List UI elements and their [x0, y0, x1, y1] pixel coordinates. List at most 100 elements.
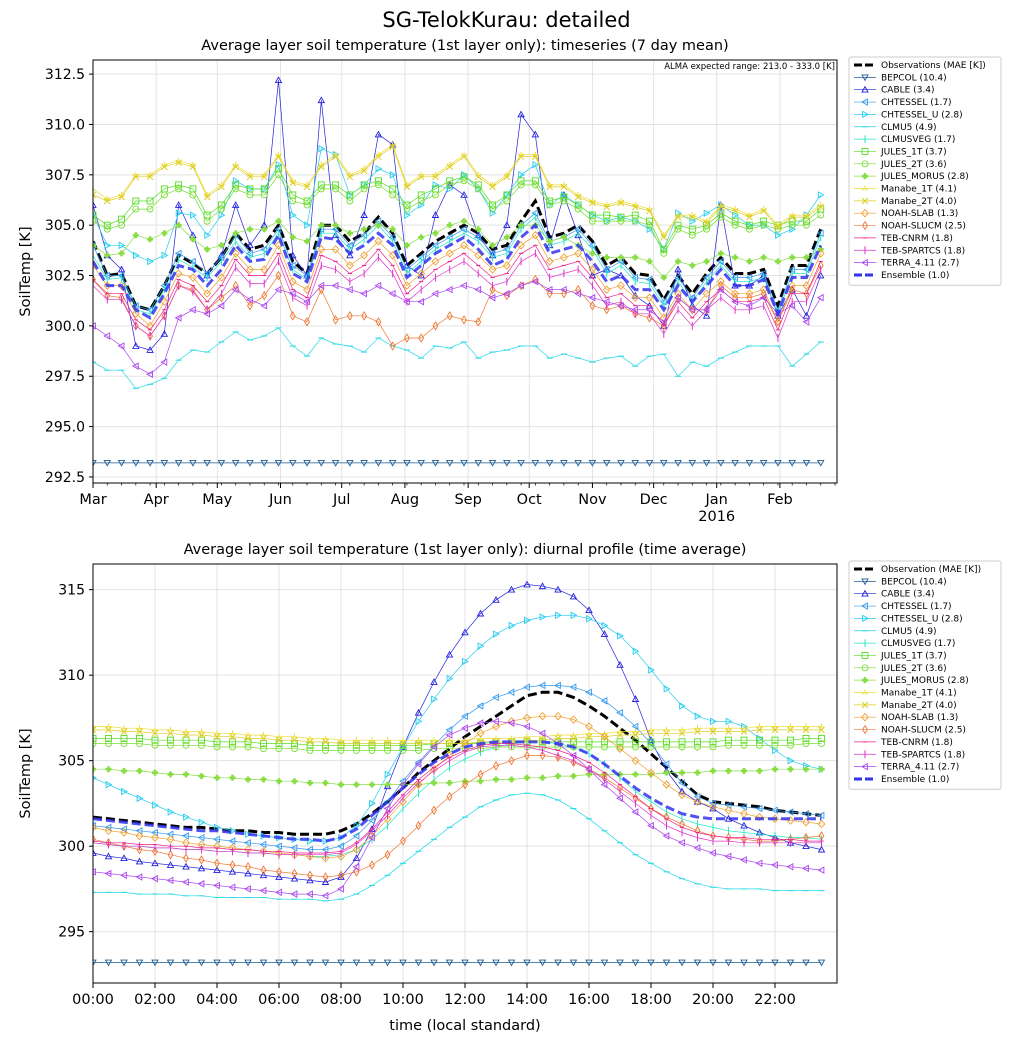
series-line	[93, 743, 822, 854]
data-point	[679, 769, 685, 776]
series-line	[93, 222, 823, 320]
data-point	[132, 173, 140, 181]
data-point	[321, 959, 330, 967]
data-point	[631, 722, 639, 731]
data-point	[231, 285, 239, 294]
data-point	[731, 221, 739, 229]
data-point	[788, 281, 797, 290]
data-point	[662, 832, 670, 840]
data-point	[585, 765, 592, 773]
data-point	[787, 726, 794, 734]
data-point	[688, 213, 696, 221]
data-point	[93, 322, 96, 330]
legend-label: TEB-SPARTCS (1.8)	[880, 750, 965, 760]
data-point	[632, 647, 640, 655]
data-point	[493, 630, 500, 638]
data-point	[503, 191, 511, 199]
data-point	[445, 959, 454, 967]
series-terra_4.11	[93, 277, 824, 378]
data-point	[507, 585, 516, 593]
legend-label: TERRA_4.11 (2.7)	[880, 763, 959, 773]
data-point	[803, 766, 809, 773]
data-point	[246, 265, 254, 274]
data-point	[198, 818, 206, 827]
data-point	[182, 832, 189, 840]
data-point	[203, 289, 212, 298]
data-point	[688, 306, 696, 314]
data-point	[213, 743, 221, 751]
data-point	[275, 842, 282, 850]
data-point	[489, 205, 496, 213]
data-point	[368, 741, 376, 749]
legend-label: CABLE (3.4)	[881, 590, 935, 600]
data-point	[228, 867, 237, 875]
data-point	[418, 201, 426, 209]
data-point	[275, 745, 283, 753]
data-point	[289, 460, 297, 467]
data-point	[709, 799, 716, 808]
data-point	[317, 181, 325, 189]
data-point	[105, 726, 112, 734]
data-point	[740, 736, 748, 744]
data-point	[189, 191, 197, 199]
data-point	[103, 332, 111, 340]
data-point	[802, 817, 810, 827]
data-point	[788, 221, 796, 229]
data-point	[345, 285, 353, 294]
data-point	[461, 151, 467, 157]
legend-label: Observations (MAE [K])	[881, 61, 986, 71]
data-point	[189, 236, 196, 243]
data-point	[588, 265, 597, 274]
data-point	[246, 173, 254, 181]
x-tick-label: Nov	[578, 492, 607, 508]
data-point	[446, 185, 454, 193]
data-point	[289, 177, 296, 184]
data-point	[774, 225, 782, 233]
data-point	[151, 729, 159, 737]
data-point	[217, 205, 225, 213]
data-point	[517, 460, 525, 467]
legend-2: Observation (MAE [K]) BEPCOL (10.4) CABLE …	[848, 560, 1002, 790]
x-tick-label: 20:00	[692, 992, 734, 1008]
data-point	[151, 959, 159, 967]
data-point	[246, 460, 254, 467]
data-point	[384, 741, 391, 749]
data-point	[93, 726, 97, 734]
data-point	[709, 738, 717, 746]
data-point	[217, 301, 225, 310]
data-point	[678, 790, 686, 800]
data-point	[616, 709, 623, 717]
data-point	[725, 741, 732, 749]
data-point	[488, 460, 497, 467]
data-point	[731, 297, 738, 306]
data-point	[631, 808, 639, 816]
x-tick-label: Aug	[391, 492, 419, 508]
data-point	[817, 211, 825, 219]
data-point	[703, 209, 711, 217]
series-chtessel_u	[93, 144, 825, 266]
data-point	[160, 460, 169, 467]
data-point	[489, 183, 496, 191]
data-point	[861, 578, 869, 586]
data-point	[317, 96, 326, 104]
series-ensemble	[93, 222, 823, 320]
data-point	[488, 265, 497, 274]
data-point	[246, 191, 254, 199]
data-point	[546, 238, 553, 245]
y-tick-label: 300.0	[45, 319, 85, 335]
data-point	[602, 297, 610, 306]
data-point	[517, 281, 524, 290]
data-point	[332, 153, 339, 161]
data-point	[560, 183, 568, 191]
data-point	[399, 741, 407, 749]
data-point	[136, 728, 143, 735]
data-point	[740, 728, 748, 735]
data-point	[631, 460, 639, 467]
data-point	[260, 865, 267, 875]
data-point	[431, 805, 437, 816]
data-point	[431, 289, 439, 298]
data-point	[560, 181, 567, 188]
data-point	[489, 284, 496, 295]
data-point	[589, 300, 596, 311]
